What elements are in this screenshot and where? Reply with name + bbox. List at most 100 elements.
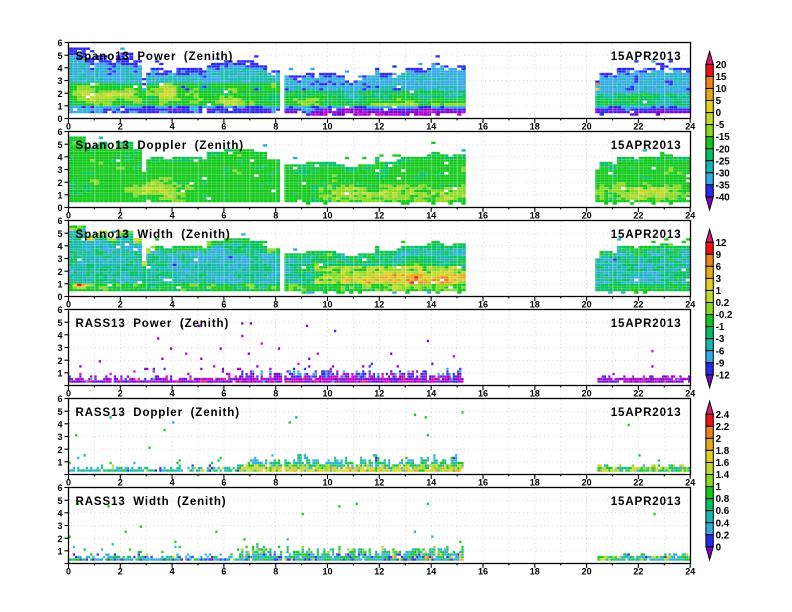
svg-text:16: 16 xyxy=(478,210,488,220)
svg-text:14: 14 xyxy=(426,388,436,398)
svg-text:22: 22 xyxy=(633,299,643,309)
svg-text:24: 24 xyxy=(685,210,695,220)
svg-text:3: 3 xyxy=(716,274,722,285)
svg-text:18: 18 xyxy=(530,388,540,398)
svg-text:2.4: 2.4 xyxy=(716,410,730,421)
svg-text:3: 3 xyxy=(57,521,62,531)
svg-text:20: 20 xyxy=(716,60,727,71)
svg-text:14: 14 xyxy=(426,299,436,309)
svg-text:15APR2013: 15APR2013 xyxy=(611,140,682,152)
svg-text:10: 10 xyxy=(322,121,332,131)
svg-text:3: 3 xyxy=(57,76,62,86)
svg-text:6: 6 xyxy=(57,305,62,315)
svg-text:20: 20 xyxy=(582,299,592,309)
svg-text:4: 4 xyxy=(170,388,175,398)
svg-text:1.8: 1.8 xyxy=(716,446,730,457)
svg-text:3: 3 xyxy=(57,343,62,353)
svg-text:-35: -35 xyxy=(716,180,731,191)
svg-text:4: 4 xyxy=(57,419,62,429)
svg-text:14: 14 xyxy=(426,121,436,131)
svg-text:6: 6 xyxy=(57,483,62,493)
svg-text:16: 16 xyxy=(478,121,488,131)
svg-text:16: 16 xyxy=(478,566,488,576)
svg-text:0.2: 0.2 xyxy=(716,298,730,309)
svg-text:18: 18 xyxy=(530,210,540,220)
svg-text:2: 2 xyxy=(118,566,123,576)
svg-text:1.4: 1.4 xyxy=(716,470,730,481)
svg-text:6: 6 xyxy=(57,216,62,226)
svg-text:9: 9 xyxy=(716,250,722,261)
svg-text:10: 10 xyxy=(322,477,332,487)
svg-text:Spano13 Width (Zenith): Spano13 Width (Zenith) xyxy=(76,229,231,241)
svg-text:-30: -30 xyxy=(716,168,731,179)
svg-text:6: 6 xyxy=(221,566,226,576)
svg-text:15APR2013: 15APR2013 xyxy=(611,496,682,508)
svg-text:0: 0 xyxy=(57,114,62,124)
svg-text:12: 12 xyxy=(374,477,384,487)
svg-text:5: 5 xyxy=(57,407,62,417)
svg-text:1.6: 1.6 xyxy=(716,458,730,469)
svg-text:8: 8 xyxy=(273,477,278,487)
svg-text:-25: -25 xyxy=(716,156,731,167)
svg-text:2: 2 xyxy=(57,356,62,366)
svg-text:6: 6 xyxy=(221,477,226,487)
svg-text:4: 4 xyxy=(57,330,62,340)
svg-text:RASS13 Doppler (Zenith): RASS13 Doppler (Zenith) xyxy=(76,407,240,419)
svg-text:22: 22 xyxy=(633,121,643,131)
svg-text:-5: -5 xyxy=(716,120,725,131)
svg-text:20: 20 xyxy=(582,210,592,220)
svg-text:0.6: 0.6 xyxy=(716,506,730,517)
svg-text:-40: -40 xyxy=(716,192,731,203)
svg-text:0.4: 0.4 xyxy=(716,518,730,529)
svg-text:2.2: 2.2 xyxy=(716,422,730,433)
svg-text:2: 2 xyxy=(57,534,62,544)
svg-text:0: 0 xyxy=(66,477,71,487)
svg-text:4: 4 xyxy=(170,566,175,576)
svg-text:2: 2 xyxy=(716,434,722,445)
svg-text:22: 22 xyxy=(633,210,643,220)
svg-text:12: 12 xyxy=(374,210,384,220)
svg-text:6: 6 xyxy=(57,38,62,48)
svg-text:15: 15 xyxy=(716,72,727,83)
svg-text:10: 10 xyxy=(322,388,332,398)
svg-text:0: 0 xyxy=(57,203,62,213)
svg-text:1: 1 xyxy=(57,368,62,378)
svg-text:10: 10 xyxy=(322,566,332,576)
svg-text:0: 0 xyxy=(66,299,71,309)
svg-text:18: 18 xyxy=(530,566,540,576)
svg-text:2: 2 xyxy=(57,89,62,99)
svg-text:2: 2 xyxy=(118,299,123,309)
svg-text:15APR2013: 15APR2013 xyxy=(611,318,682,330)
svg-text:4: 4 xyxy=(57,152,62,162)
svg-text:0: 0 xyxy=(66,566,71,576)
svg-text:18: 18 xyxy=(530,121,540,131)
svg-text:1: 1 xyxy=(57,101,62,111)
svg-text:15APR2013: 15APR2013 xyxy=(611,51,682,63)
svg-text:1: 1 xyxy=(57,279,62,289)
svg-text:14: 14 xyxy=(426,210,436,220)
svg-text:4: 4 xyxy=(170,210,175,220)
svg-text:12: 12 xyxy=(374,388,384,398)
svg-text:22: 22 xyxy=(633,477,643,487)
svg-text:2: 2 xyxy=(118,477,123,487)
svg-text:5: 5 xyxy=(57,496,62,506)
svg-text:2: 2 xyxy=(57,178,62,188)
svg-text:1: 1 xyxy=(716,286,722,297)
svg-text:0: 0 xyxy=(716,542,722,553)
svg-text:8: 8 xyxy=(273,566,278,576)
svg-text:12: 12 xyxy=(716,238,727,249)
svg-text:0: 0 xyxy=(716,108,722,119)
svg-text:18: 18 xyxy=(530,299,540,309)
svg-text:20: 20 xyxy=(582,121,592,131)
svg-text:RASS13 Power (Zenith): RASS13 Power (Zenith) xyxy=(76,318,230,330)
svg-text:5: 5 xyxy=(716,96,722,107)
svg-text:6: 6 xyxy=(221,299,226,309)
svg-text:15APR2013: 15APR2013 xyxy=(611,229,682,241)
svg-text:2: 2 xyxy=(118,210,123,220)
svg-text:20: 20 xyxy=(582,388,592,398)
svg-text:6: 6 xyxy=(716,262,722,273)
svg-text:10: 10 xyxy=(322,210,332,220)
svg-text:RASS13 Width (Zenith): RASS13 Width (Zenith) xyxy=(76,496,227,508)
svg-text:24: 24 xyxy=(685,566,695,576)
svg-text:0.2: 0.2 xyxy=(716,530,730,541)
